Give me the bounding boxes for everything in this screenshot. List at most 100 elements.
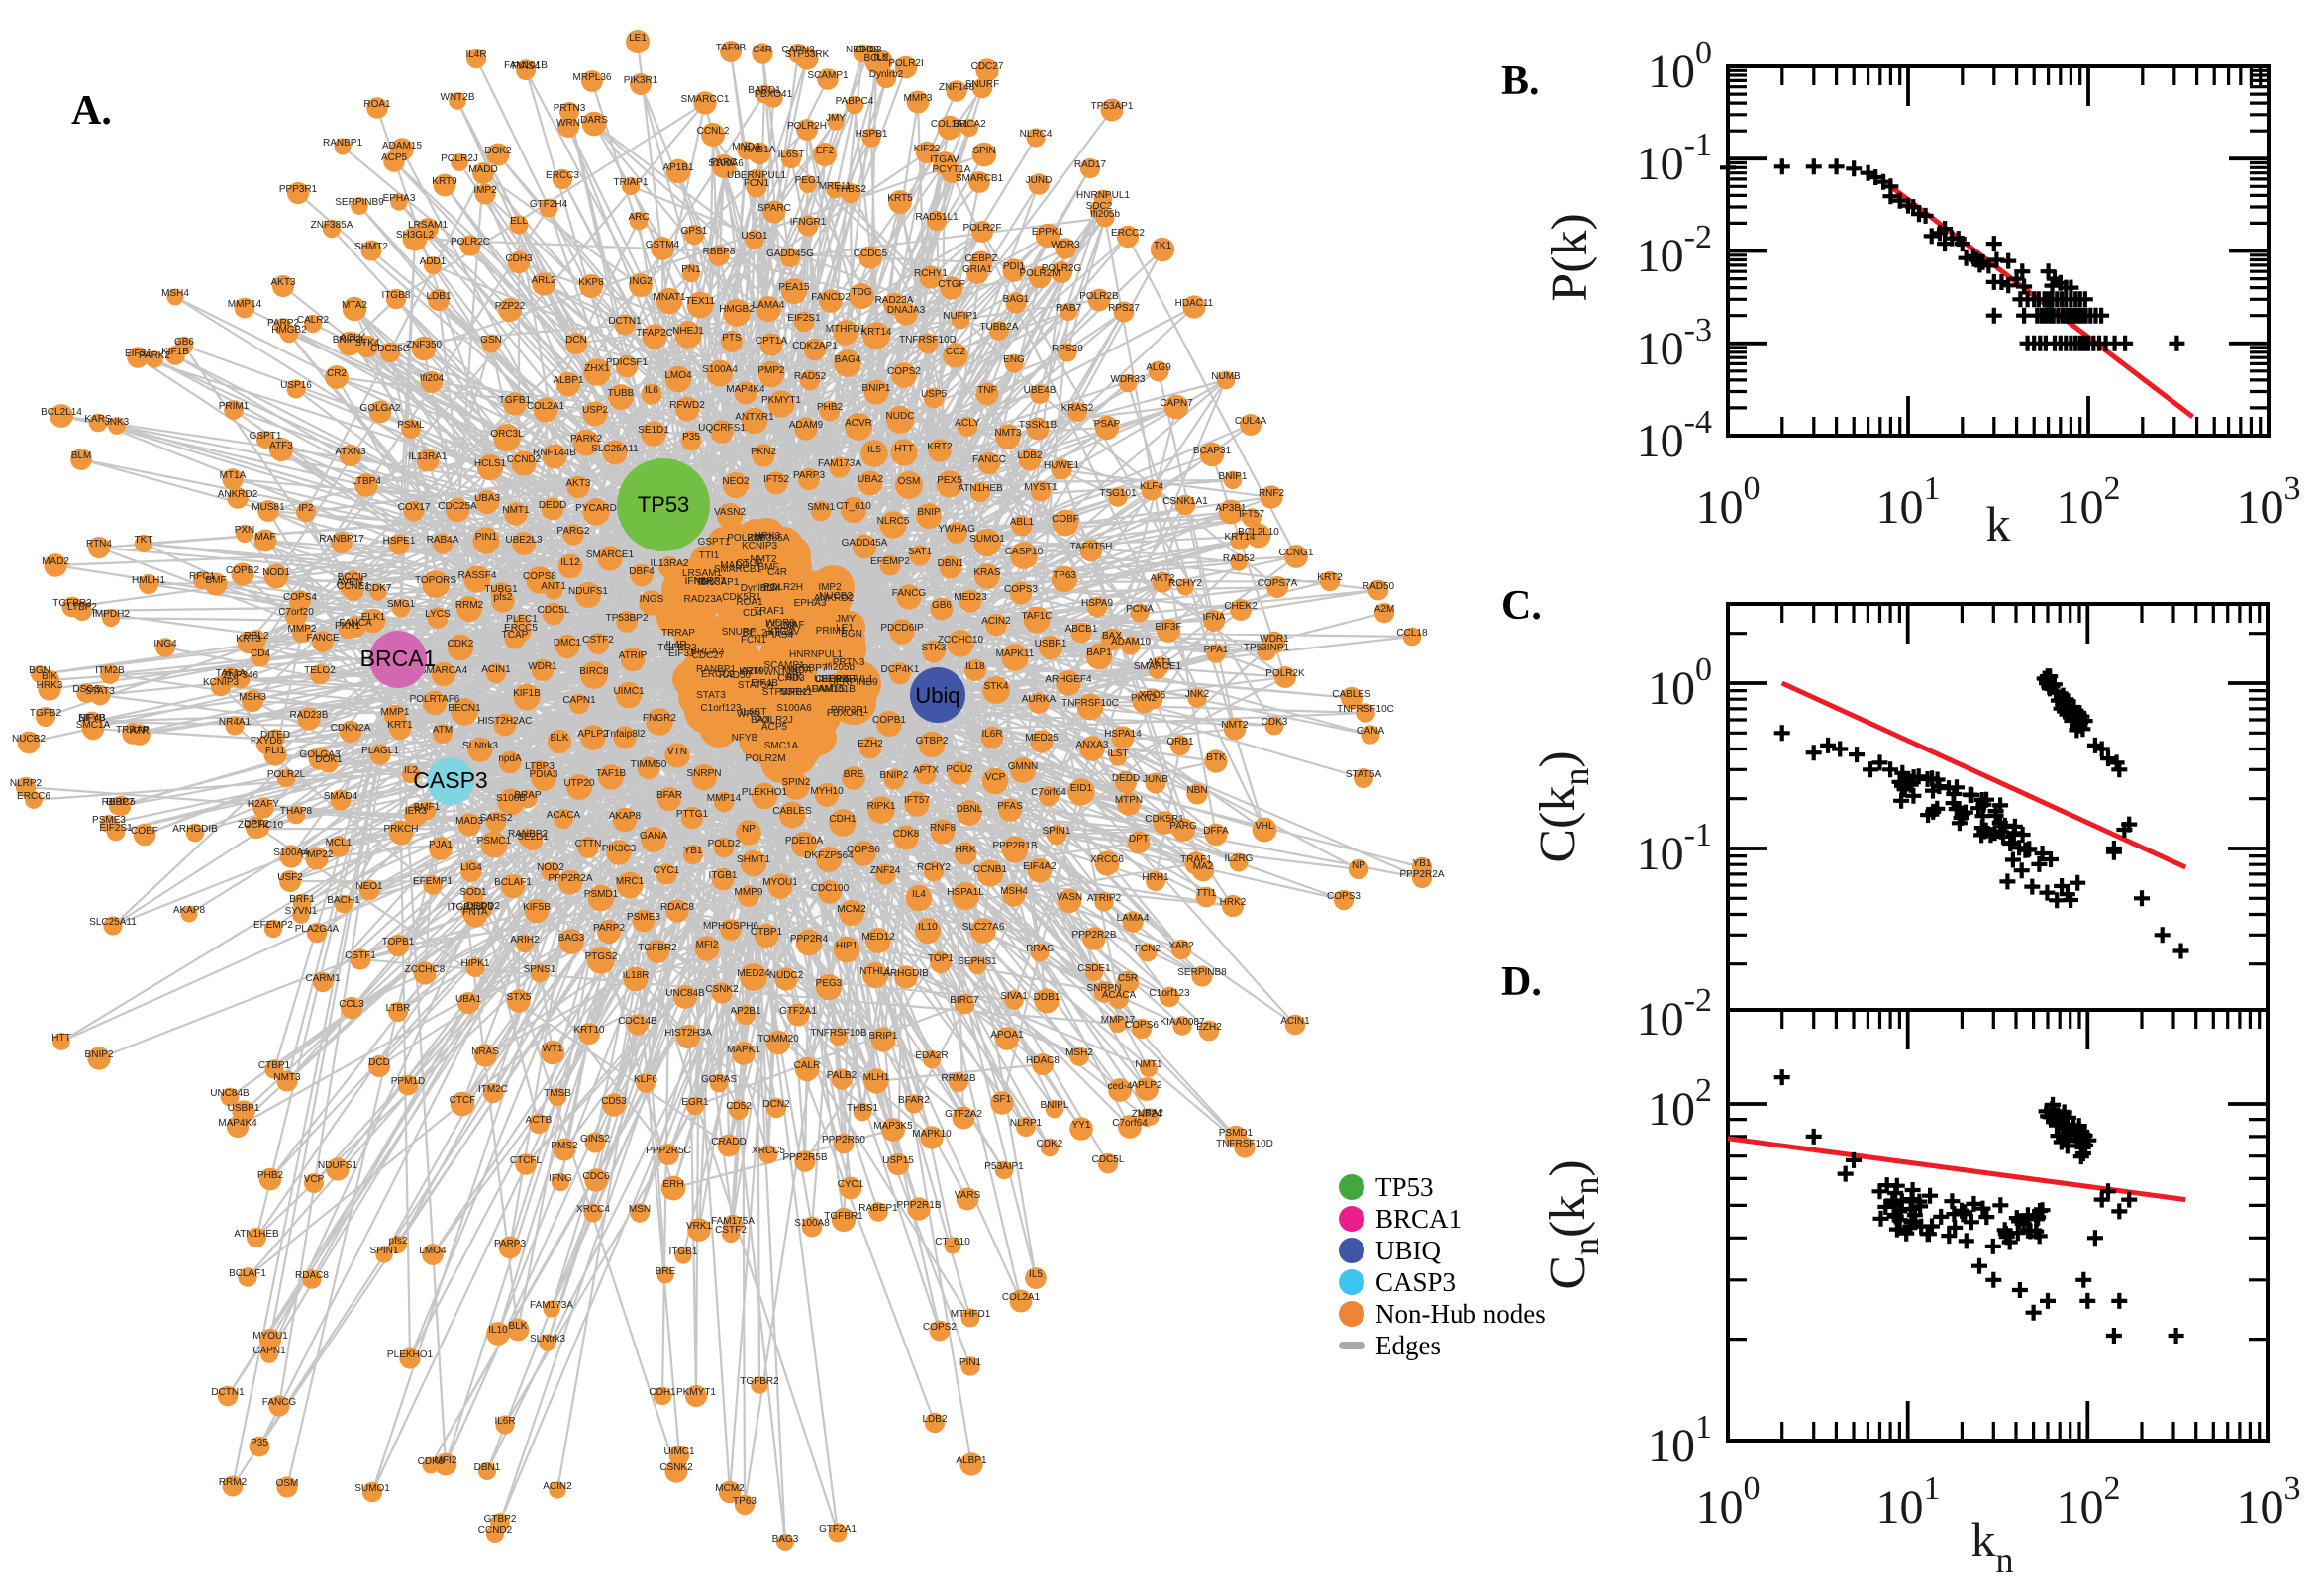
svg-text:CDC6: CDC6	[582, 1171, 610, 1182]
svg-text:FANCA: FANCA	[339, 618, 372, 629]
svg-text:MED23: MED23	[954, 592, 987, 603]
svg-text:100: 100	[1696, 470, 1761, 534]
svg-text:CABLES: CABLES	[1332, 689, 1371, 700]
svg-text:HSPA1L: HSPA1L	[947, 887, 984, 898]
svg-text:ILK: ILK	[697, 577, 712, 588]
svg-text:PIAS4: PIAS4	[765, 630, 794, 641]
svg-text:ACIN1: ACIN1	[481, 664, 511, 675]
svg-text:RCHY1: RCHY1	[914, 268, 948, 279]
svg-text:BAP1: BAP1	[1086, 648, 1112, 658]
svg-text:CARM1: CARM1	[305, 973, 340, 984]
svg-text:BECN1: BECN1	[448, 703, 481, 714]
svg-text:CCND2: CCND2	[478, 1525, 513, 1536]
svg-text:AKAP8: AKAP8	[173, 905, 206, 916]
svg-text:ATF3: ATF3	[269, 441, 293, 451]
svg-text:IL2RG: IL2RG	[1225, 853, 1254, 864]
svg-text:KRT14: KRT14	[861, 327, 892, 338]
svg-text:SMAD4: SMAD4	[324, 791, 358, 802]
svg-text:HNRNPUL1: HNRNPUL1	[1076, 190, 1130, 201]
svg-text:ZNF385A: ZNF385A	[748, 533, 790, 544]
svg-text:SMC1A: SMC1A	[76, 720, 111, 731]
svg-text:ITGB8: ITGB8	[382, 290, 411, 301]
svg-text:PPP2R2B: PPP2R2B	[1071, 930, 1116, 941]
svg-text:AKAP8: AKAP8	[609, 811, 642, 822]
svg-text:BNIP: BNIP	[917, 507, 941, 518]
svg-text:HRK3: HRK3	[755, 531, 781, 542]
svg-text:DBN1: DBN1	[474, 1462, 501, 1473]
svg-text:BAG3: BAG3	[558, 933, 585, 944]
svg-text:RAD50: RAD50	[719, 670, 752, 681]
svg-text:HSPA14: HSPA14	[1104, 729, 1142, 740]
svg-text:LTBP2: LTBP2	[67, 602, 97, 613]
svg-text:MSN: MSN	[629, 1204, 651, 1215]
svg-text:TGFBR2: TGFBR2	[638, 943, 677, 953]
svg-text:COPS3: COPS3	[1327, 891, 1361, 902]
svg-text:RIPK1: RIPK1	[867, 801, 896, 812]
svg-text:PPP3R1: PPP3R1	[831, 705, 869, 716]
svg-text:PPP2R2A: PPP2R2A	[1399, 869, 1444, 880]
svg-text:PFAS: PFAS	[997, 801, 1023, 812]
svg-text:TP53: TP53	[1375, 1172, 1434, 1202]
svg-text:MMP17: MMP17	[1101, 1015, 1136, 1026]
svg-text:LE1: LE1	[836, 623, 854, 634]
svg-text:PJA1: PJA1	[429, 840, 453, 850]
svg-text:FAM173A: FAM173A	[818, 458, 861, 469]
svg-text:GSPT1: GSPT1	[250, 431, 282, 442]
svg-text:LDB1: LDB1	[426, 291, 451, 302]
svg-text:TKT: TKT	[135, 535, 153, 546]
svg-text:ACIN1: ACIN1	[1280, 1016, 1310, 1027]
svg-text:NMT3: NMT3	[273, 1072, 301, 1083]
svg-text:POLR2F: POLR2F	[963, 223, 1002, 234]
svg-text:STP53RK: STP53RK	[762, 687, 807, 698]
svg-text:AP2B1: AP2B1	[730, 1006, 761, 1017]
svg-text:BRCA1: BRCA1	[1375, 1204, 1462, 1234]
svg-text:FCN1: FCN1	[741, 635, 767, 646]
svg-text:MYH10: MYH10	[810, 786, 844, 797]
svg-text:LAMA4: LAMA4	[1117, 913, 1150, 924]
svg-text:C7orf64: C7orf64	[1031, 787, 1066, 798]
svg-text:LE1: LE1	[629, 33, 647, 44]
svg-text:EIF2S1: EIF2S1	[99, 823, 133, 834]
svg-text:DITED: DITED	[260, 730, 290, 741]
svg-text:KRT10: KRT10	[574, 1025, 605, 1036]
svg-text:BNIP2: BNIP2	[85, 1049, 114, 1060]
svg-text:BLM: BLM	[760, 583, 781, 594]
svg-text:NUDC2: NUDC2	[769, 970, 804, 981]
svg-text:MNAT1: MNAT1	[653, 292, 686, 303]
svg-text:VASN2: VASN2	[714, 507, 746, 518]
svg-text:IL13RA1: IL13RA1	[409, 451, 448, 462]
svg-text:IL2: IL2	[404, 765, 418, 776]
svg-text:HRH1: HRH1	[1142, 872, 1169, 883]
svg-text:ATXN3: ATXN3	[335, 447, 366, 457]
svg-text:RANBP2: RANBP2	[508, 829, 548, 840]
svg-text:PIK3R1: PIK3R1	[624, 75, 658, 86]
svg-text:PMP2: PMP2	[758, 365, 785, 376]
svg-text:LTBR: LTBR	[386, 1003, 411, 1014]
svg-text:PKMYT1: PKMYT1	[676, 1387, 716, 1398]
svg-text:NUCB2: NUCB2	[12, 734, 46, 745]
svg-text:MSH2: MSH2	[1065, 1047, 1093, 1058]
svg-text:RAD23A: RAD23A	[684, 594, 723, 605]
svg-text:TRAF1: TRAF1	[1180, 854, 1212, 865]
svg-text:TSG101: TSG101	[1099, 488, 1137, 499]
svg-text:UIMC1: UIMC1	[613, 686, 645, 697]
svg-text:CCNG1: CCNG1	[1278, 548, 1313, 558]
svg-text:WRN: WRN	[556, 118, 580, 129]
svg-text:DMC1: DMC1	[554, 638, 582, 648]
svg-text:ARHGDIB: ARHGDIB	[172, 824, 218, 835]
svg-text:TP63: TP63	[733, 1496, 757, 1507]
svg-text:PMS2: PMS2	[551, 1141, 578, 1151]
svg-text:KCNIP3: KCNIP3	[742, 541, 778, 551]
svg-text:TNFRSF10D: TNFRSF10D	[1216, 1139, 1273, 1149]
svg-text:GB6: GB6	[932, 600, 952, 611]
svg-text:RAD50: RAD50	[1363, 581, 1395, 592]
svg-text:Ifi205b: Ifi205b	[825, 662, 855, 673]
svg-text:TMSB: TMSB	[544, 1088, 571, 1099]
svg-text:TP53AP1: TP53AP1	[697, 577, 740, 588]
svg-text:UNC84B: UNC84B	[210, 1088, 250, 1099]
svg-text:SUMO1: SUMO1	[354, 1483, 390, 1494]
svg-text:COPS6: COPS6	[847, 845, 880, 855]
svg-text:PRTN3: PRTN3	[554, 103, 586, 114]
svg-text:SCAMP1: SCAMP1	[763, 660, 805, 671]
svg-text:FBXO41: FBXO41	[827, 708, 865, 719]
